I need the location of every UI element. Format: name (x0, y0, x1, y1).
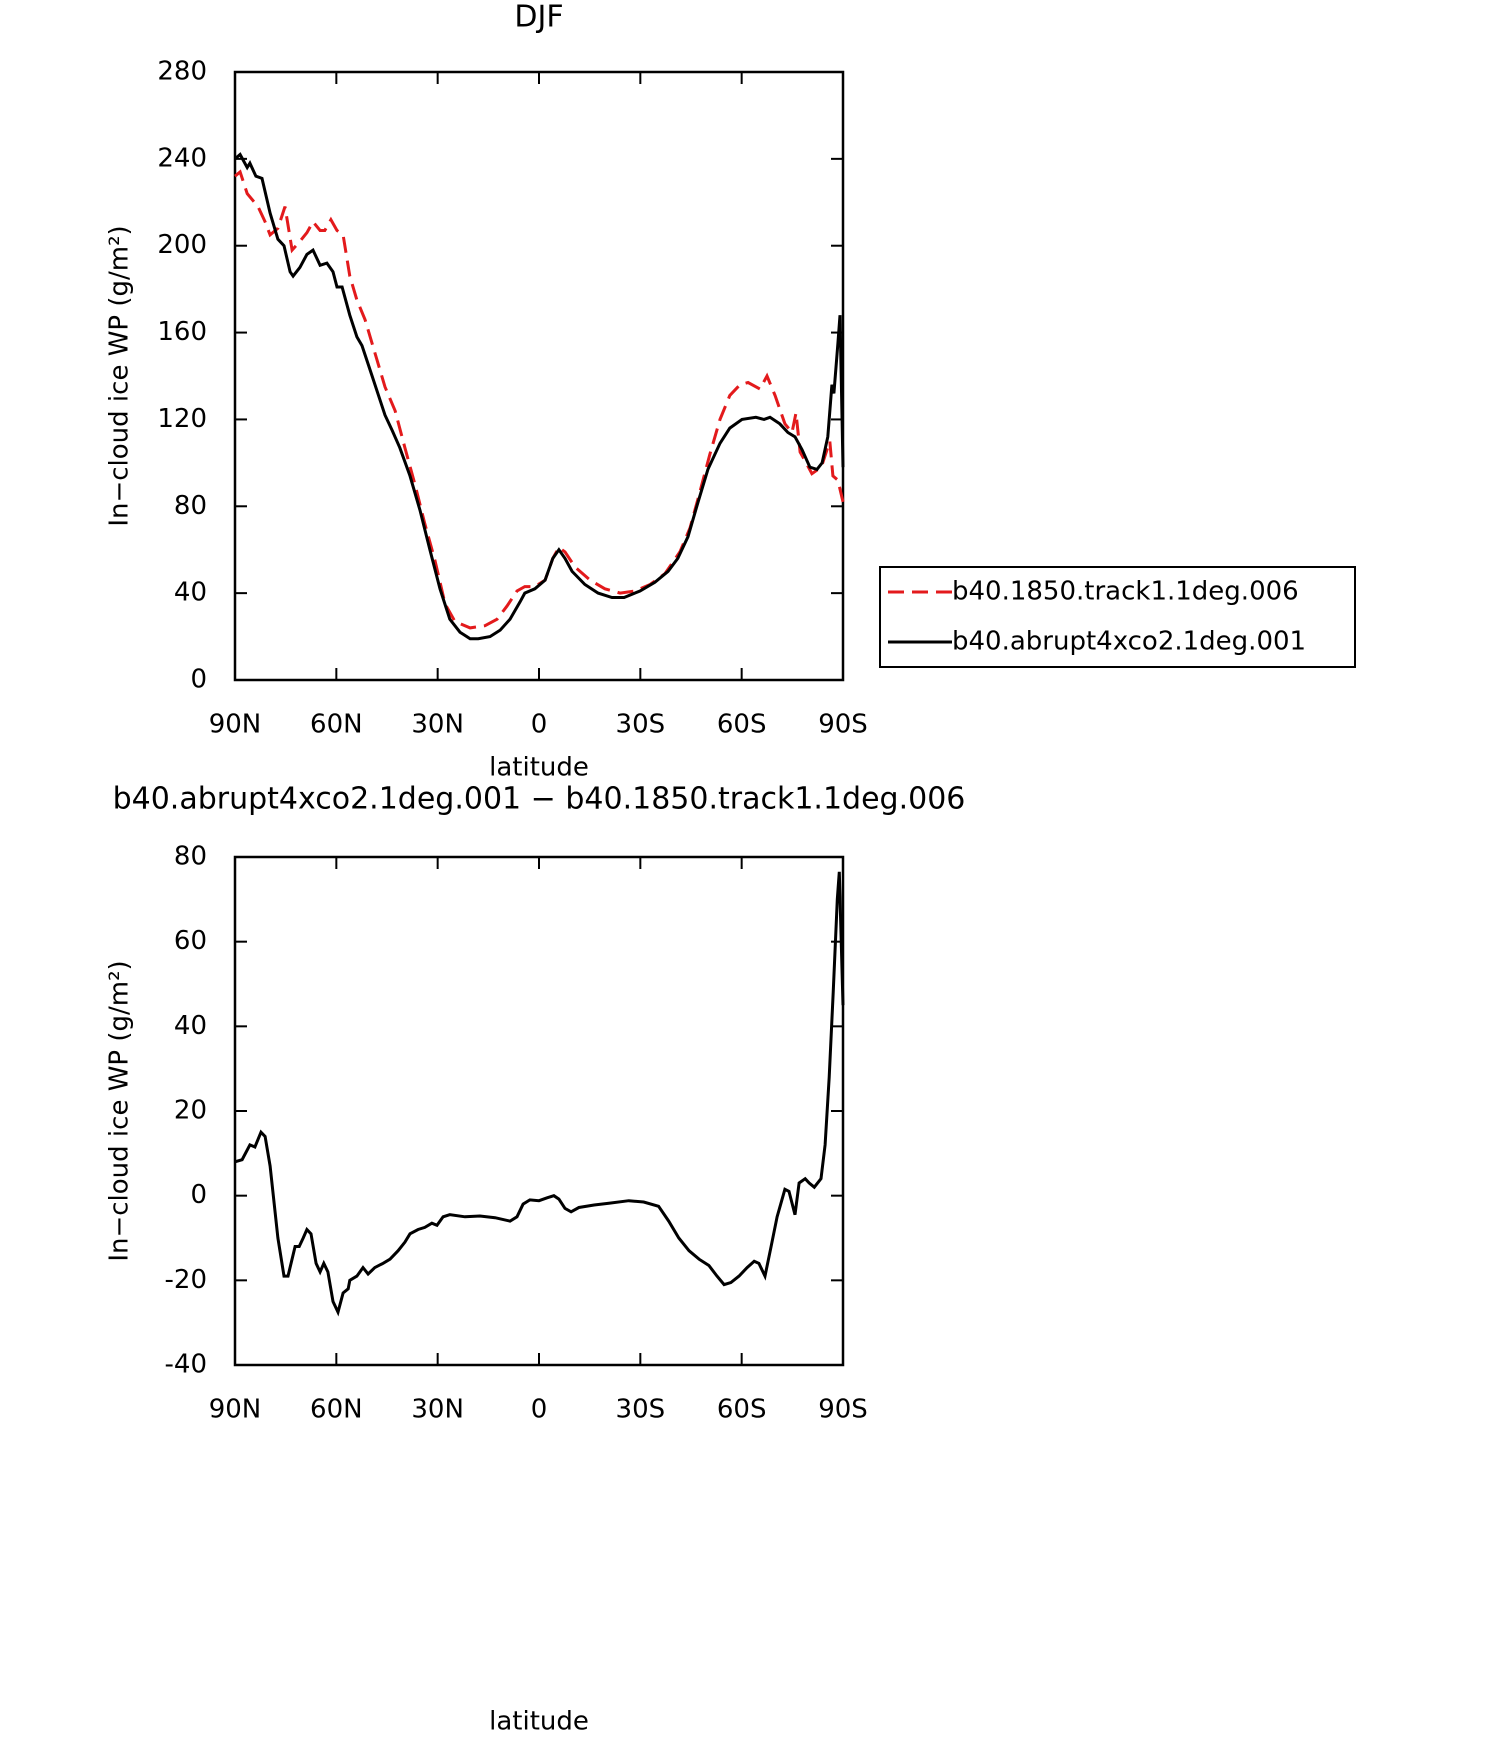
data-line (234, 169, 845, 630)
x-tick-label: 90S (818, 710, 868, 740)
y-tick-label: 80 (174, 491, 207, 521)
y-tick-label: 40 (174, 578, 207, 608)
x-tick-label: 60N (310, 1395, 363, 1425)
x-tick-label: 30N (411, 1395, 464, 1425)
y-tick-label: 160 (157, 317, 207, 347)
x-tick-label: 60N (310, 710, 363, 740)
x-tick-label: 0 (531, 710, 548, 740)
chart-title: b40.abrupt4xco2.1deg.001 − b40.1850.trac… (113, 782, 966, 817)
legend-label: b40.1850.track1.1deg.006 (952, 577, 1299, 607)
y-tick-label: 60 (174, 926, 207, 956)
plot-frame (233, 855, 845, 1367)
y-tick-label: -20 (165, 1265, 207, 1295)
chart-title: DJF (514, 0, 563, 35)
x-axis-label: latitude (489, 753, 589, 783)
y-tick-label: -40 (165, 1350, 207, 1380)
y-tick-label: 0 (190, 665, 207, 695)
x-tick-label: 90N (209, 710, 262, 740)
x-tick-label: 30S (616, 1395, 666, 1425)
y-axis-label: In−cloud ice WP (g/m²) (105, 960, 135, 1261)
data-line (234, 152, 845, 641)
y-tick-label: 200 (157, 230, 207, 260)
y-tick-label: 0 (190, 1180, 207, 1210)
data-line (234, 871, 845, 1317)
x-tick-label: 90S (818, 1395, 868, 1425)
x-tick-label: 60S (717, 1395, 767, 1425)
x-tick-label: 0 (531, 1395, 548, 1425)
y-axis-label: In−cloud ice WP (g/m²) (105, 225, 135, 526)
x-tick-label: 30N (411, 710, 464, 740)
x-tick-label: 90N (209, 1395, 262, 1425)
y-tick-label: 80 (174, 842, 207, 872)
y-tick-label: 20 (174, 1096, 207, 1126)
x-axis-label: latitude (489, 1707, 589, 1737)
x-tick-label: 60S (717, 710, 767, 740)
legend-box (879, 566, 1356, 668)
y-tick-label: 280 (157, 57, 207, 87)
y-tick-label: 40 (174, 1011, 207, 1041)
legend-label: b40.abrupt4xco2.1deg.001 (952, 627, 1306, 657)
y-tick-label: 120 (157, 404, 207, 434)
y-tick-label: 240 (157, 143, 207, 173)
x-tick-label: 30S (616, 710, 666, 740)
plot-frame (233, 70, 845, 682)
